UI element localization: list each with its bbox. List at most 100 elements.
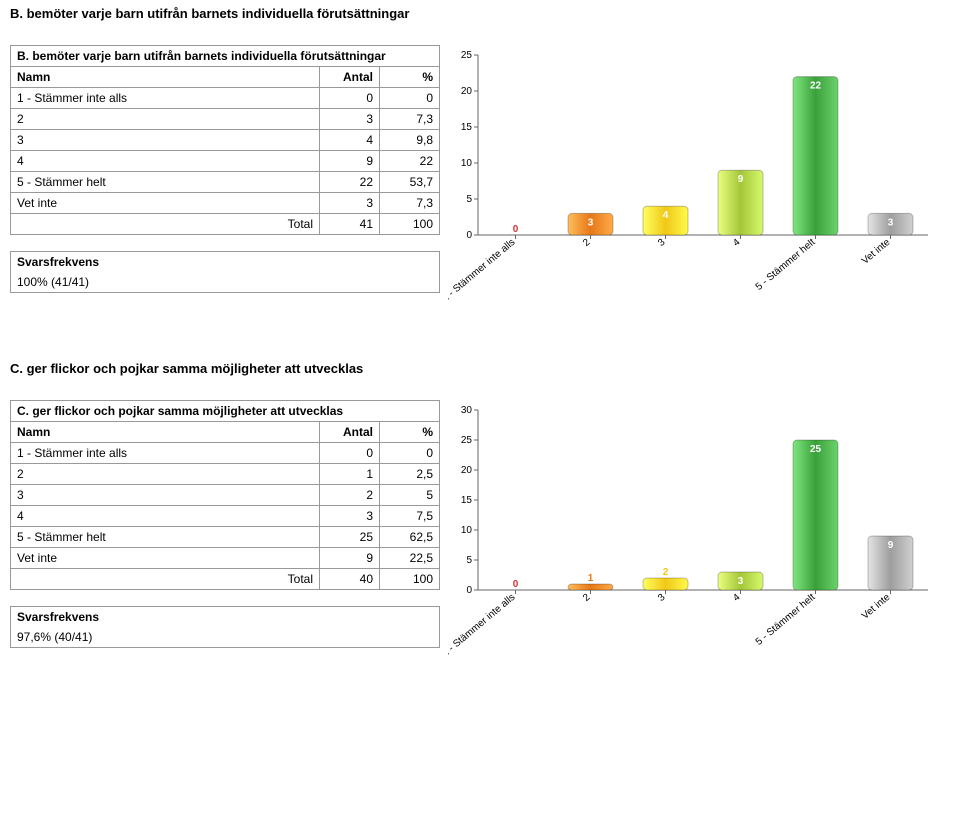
svarsfrekvens-c: Svarsfrekvens 97,6% (40/41): [10, 606, 440, 648]
row-antal: 22: [320, 172, 380, 193]
row-pct: 5: [380, 485, 440, 506]
svg-text:2: 2: [581, 237, 593, 249]
total-label: Total: [11, 569, 320, 590]
svg-text:0: 0: [466, 230, 472, 241]
table-row: 5 - Stämmer helt2253,7: [11, 172, 440, 193]
table-row: 437,5: [11, 506, 440, 527]
svg-text:Vet inte: Vet inte: [860, 592, 893, 622]
total-antal: 41: [320, 214, 380, 235]
row-name: 1 - Stämmer inte alls: [11, 443, 320, 464]
svarsfrekvens-label: Svarsfrekvens: [11, 252, 440, 273]
row-antal: 3: [320, 506, 380, 527]
row-name: 1 - Stämmer inte alls: [11, 88, 320, 109]
section-b: B. bemöter varje barn utifrån barnets in…: [10, 6, 950, 325]
table-row: 212,5: [11, 464, 440, 485]
section-b-table-block: B. bemöter varje barn utifrån barnets in…: [10, 45, 440, 293]
svarsfrekvens-b-value: 100% (41/41): [11, 272, 440, 293]
svg-text:5: 5: [466, 555, 472, 566]
row-name: 5 - Stämmer helt: [11, 172, 320, 193]
svg-text:3: 3: [588, 217, 594, 228]
row-name: 4: [11, 151, 320, 172]
section-c-table-block: C. ger flickor och pojkar samma möjlighe…: [10, 400, 440, 648]
total-pct: 100: [380, 569, 440, 590]
svarsfrekvens-b: Svarsfrekvens 100% (41/41): [10, 251, 440, 293]
total-label: Total: [11, 214, 320, 235]
table-row: 325: [11, 485, 440, 506]
total-antal: 40: [320, 569, 380, 590]
section-b-title: B. bemöter varje barn utifrån barnets in…: [10, 6, 950, 21]
svg-text:25: 25: [461, 50, 473, 61]
row-name: Vet inte: [11, 193, 320, 214]
section-b-table: B. bemöter varje barn utifrån barnets in…: [10, 45, 440, 235]
section-c-row: C. ger flickor och pojkar samma möjlighe…: [10, 400, 950, 680]
svg-text:3: 3: [738, 576, 744, 587]
section-b-row: B. bemöter varje barn utifrån barnets in…: [10, 45, 950, 325]
row-pct: 22: [380, 151, 440, 172]
svg-text:20: 20: [461, 86, 473, 97]
svg-text:4: 4: [731, 592, 743, 604]
table-row: 349,8: [11, 130, 440, 151]
row-pct: 7,5: [380, 506, 440, 527]
svg-text:4: 4: [731, 237, 743, 249]
svg-text:Vet inte: Vet inte: [860, 237, 893, 267]
svg-text:5: 5: [466, 194, 472, 205]
table-b-caption: B. bemöter varje barn utifrån barnets in…: [11, 46, 440, 67]
svg-text:9: 9: [888, 540, 894, 551]
svg-text:10: 10: [461, 158, 473, 169]
row-name: 2: [11, 464, 320, 485]
row-name: 4: [11, 506, 320, 527]
col-pct: %: [380, 422, 440, 443]
row-pct: 22,5: [380, 548, 440, 569]
table-row: 1 - Stämmer inte alls00: [11, 88, 440, 109]
svarsfrekvens-label: Svarsfrekvens: [11, 607, 440, 628]
col-antal: Antal: [320, 67, 380, 88]
row-name: Vet inte: [11, 548, 320, 569]
row-pct: 7,3: [380, 193, 440, 214]
svg-text:2: 2: [663, 567, 669, 578]
row-antal: 9: [320, 548, 380, 569]
table-row: 237,3: [11, 109, 440, 130]
svg-text:3: 3: [656, 592, 668, 604]
row-name: 3: [11, 485, 320, 506]
svg-text:4: 4: [663, 210, 669, 221]
row-name: 2: [11, 109, 320, 130]
col-antal: Antal: [320, 422, 380, 443]
row-antal: 1: [320, 464, 380, 485]
svg-text:0: 0: [513, 224, 519, 235]
svg-text:0: 0: [466, 585, 472, 596]
table-row: 5 - Stämmer helt2562,5: [11, 527, 440, 548]
col-pct: %: [380, 67, 440, 88]
col-name: Namn: [11, 422, 320, 443]
svg-text:22: 22: [810, 81, 822, 92]
row-antal: 0: [320, 443, 380, 464]
svg-text:15: 15: [461, 122, 473, 133]
row-name: 5 - Stämmer helt: [11, 527, 320, 548]
row-pct: 0: [380, 88, 440, 109]
svg-text:3: 3: [656, 237, 668, 249]
svg-text:15: 15: [461, 495, 473, 506]
total-pct: 100: [380, 214, 440, 235]
svg-text:2: 2: [581, 592, 593, 604]
row-name: 3: [11, 130, 320, 151]
svarsfrekvens-c-value: 97,6% (40/41): [11, 627, 440, 648]
svg-text:25: 25: [461, 435, 473, 446]
table-b-body: 1 - Stämmer inte alls00237,3349,849225 -…: [11, 88, 440, 214]
section-c-title: C. ger flickor och pojkar samma möjlighe…: [10, 361, 950, 376]
table-row: Vet inte37,3: [11, 193, 440, 214]
table-row: 1 - Stämmer inte alls00: [11, 443, 440, 464]
row-pct: 9,8: [380, 130, 440, 151]
row-pct: 0: [380, 443, 440, 464]
chart-b: 051015202501 - Stämmer inte alls32439422…: [448, 45, 950, 325]
col-name: Namn: [11, 67, 320, 88]
svg-text:25: 25: [810, 444, 822, 455]
row-antal: 0: [320, 88, 380, 109]
section-c: C. ger flickor och pojkar samma möjlighe…: [10, 361, 950, 680]
row-pct: 62,5: [380, 527, 440, 548]
svg-text:3: 3: [888, 217, 894, 228]
svg-text:1 - Stämmer inte alls: 1 - Stämmer inte alls: [448, 592, 517, 659]
row-pct: 2,5: [380, 464, 440, 485]
row-antal: 4: [320, 130, 380, 151]
svg-text:1: 1: [588, 573, 594, 584]
table-c-caption: C. ger flickor och pojkar samma möjlighe…: [11, 401, 440, 422]
section-c-table: C. ger flickor och pojkar samma möjlighe…: [10, 400, 440, 590]
